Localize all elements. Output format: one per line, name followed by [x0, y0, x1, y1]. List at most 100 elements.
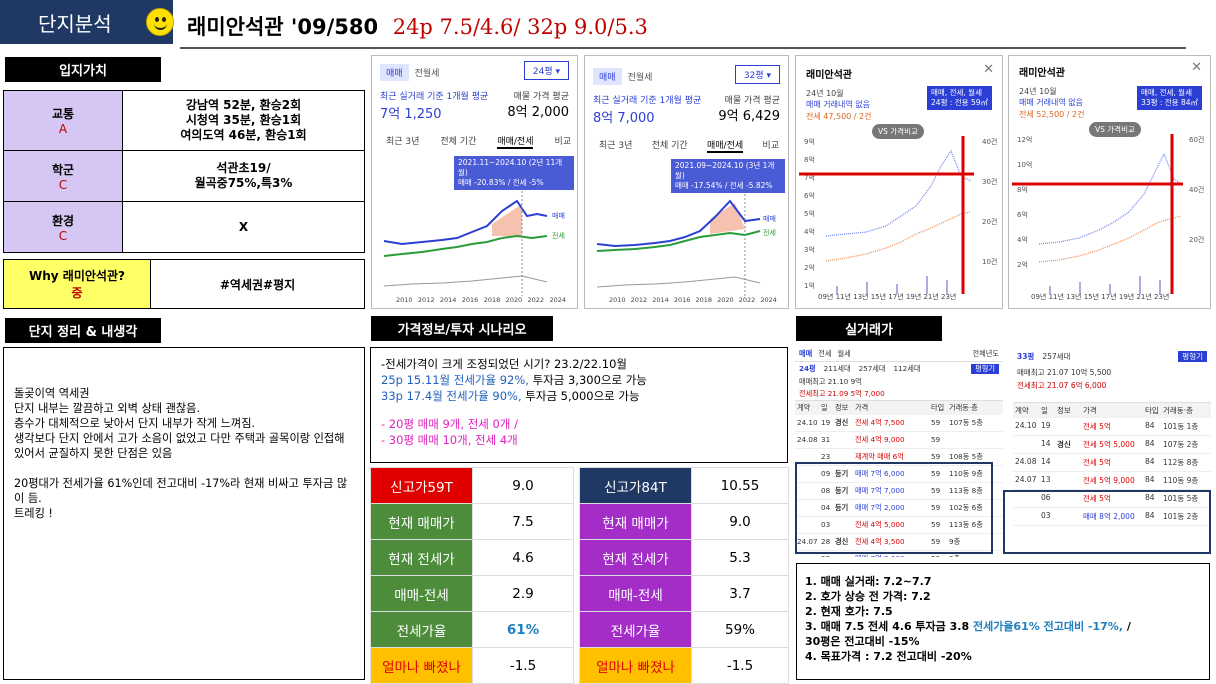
- table-row[interactable]: 24.10 19 전세 5억 84 101동 1층: [1013, 418, 1211, 436]
- table-row[interactable]: 24.07 28 경신 전세 4억 3,500 59 9층: [795, 534, 1003, 551]
- table-row[interactable]: 24.07 13 전세 5억 9,000 84 110동 9층: [1013, 472, 1211, 490]
- highlight-box-right: [1003, 490, 1211, 554]
- table-row[interactable]: 04 등기 매매 7억 2,000 59 102동 6층: [795, 500, 1003, 517]
- year-axis: 2010 2012 2014 2016 2018 2020 2022 2024: [609, 296, 777, 304]
- svg-text:전세: 전세: [552, 231, 565, 240]
- table-row[interactable]: 03 전세 4억 5,000 59 113동 6층: [795, 517, 1003, 534]
- trade-chart-24p: 래미안석관 ✕ 24년 10월 매매 거래내역 없음 전세 47,500 / 2…: [795, 55, 1003, 309]
- header-divider: [180, 47, 1186, 49]
- listing-label: 매물 가격 평균: [513, 92, 569, 102]
- table-row[interactable]: 03 매매 8억 2,000 84 101동 2층: [1013, 508, 1211, 526]
- transaction-list-33p: 33평 257세대 평형기 매매최고 21.07 10억 5,500 전세최고 21…: [1013, 347, 1211, 557]
- trade-scatter: 9억 8억 7억 6억 5억 4억 3억 2억 1억 40건 30건 20건 10건: [799, 136, 997, 294]
- table-row[interactable]: 06 전세 5억 84 101동 5층: [1013, 490, 1211, 508]
- listing-price: 9억 6,429: [718, 109, 780, 124]
- page-title: 래미안석관 '09/580 24p 7.5/4.6/ 32p 9.0/5.3: [187, 15, 648, 39]
- table-row[interactable]: 24.08 14 전세 5억 84 112동 8층: [1013, 454, 1211, 472]
- compare-button[interactable]: VS 가격비교: [872, 124, 924, 139]
- why-value: #역세권#평지: [219, 277, 296, 292]
- table-row[interactable]: 14 경신 전세 5억 5,000 84 107동 2층: [1013, 436, 1211, 454]
- svg-text:2억: 2억: [1017, 261, 1028, 269]
- svg-text:20건: 20건: [1189, 235, 1204, 244]
- environment-value: X: [122, 201, 365, 253]
- section-badge: 단지분석: [0, 0, 173, 44]
- x-axis-years: 09년 11년 13년 15년 17년 19년 21년 23년: [1031, 293, 1170, 301]
- svg-text:60건: 60건: [1189, 135, 1204, 144]
- location-table: 교통 A 강남역 52분, 환승2회 시청역 35분, 환승1회 여의도역 46분,…: [3, 90, 365, 253]
- table-row[interactable]: 08 등기 매매 7억 7,000 59 113동 8층: [795, 483, 1003, 500]
- avg-label: 최근 실거래 기준 1개월 평균: [380, 92, 489, 102]
- price-chart: 매매 전세: [383, 191, 565, 296]
- real-notes: 1. 매매 실거래: 7.2~7.7 2. 호가 상승 전 가격: 7.2 2.…: [796, 563, 1210, 680]
- label-transport: 교통 A: [3, 90, 123, 151]
- transaction-rows: 계약 일 정보 가격 타입 거래동·층 24.10 19 경신 전세 4억 7,500 59 107동…: [795, 400, 1003, 557]
- table-header: 계약 일 정보 가격 타입 거래동·층: [1013, 402, 1211, 418]
- svg-text:3억: 3억: [804, 246, 815, 254]
- svg-text:1억: 1억: [804, 282, 815, 290]
- table-row[interactable]: 09 등기 매매 7억 6,000 59 110동 9층: [795, 466, 1003, 483]
- svg-text:30건: 30건: [982, 177, 997, 186]
- size-select[interactable]: 32평 ▾: [734, 65, 780, 84]
- label-school: 학군 C: [3, 150, 123, 202]
- svg-text:2억: 2억: [804, 264, 815, 272]
- year-axis: 2010 2012 2014 2016 2018 2020 2022 2024: [396, 296, 566, 304]
- close-icon[interactable]: ✕: [1191, 60, 1202, 75]
- svg-text:5억: 5억: [804, 210, 815, 218]
- smiley-icon: [146, 8, 174, 36]
- chart-screenshot-32p: 매매 전월세 32평 ▾ 최근 실거래 기준 1개월 평균 매물 가격 평균 8억…: [584, 55, 789, 309]
- chart-screenshot-24p: 매매 전월세 24평 ▾ 최근 실거래 기준 1개월 평균 매물 가격 평균 7억…: [371, 55, 578, 309]
- summary-heading: 단지 정리 & 내생각: [5, 318, 161, 343]
- real-price-heading: 실거래가: [796, 316, 942, 341]
- svg-text:10억: 10억: [1017, 161, 1032, 169]
- tab-rent[interactable]: 전월세: [627, 73, 653, 83]
- svg-text:4억: 4억: [804, 228, 815, 236]
- change-callout: 2021.09~2024.10 (3년 1개월) 매매 -17.54% / 전세 …: [671, 159, 785, 193]
- summary-text: 돌곶이역 역세권 단지 내부는 깔끔하고 외벽 상태 괜찮음. 층수가 대체적으…: [3, 347, 365, 680]
- transaction-rows: 계약 일 정보 가격 타입 거래동·층 24.10 19 전세 5억 84 101동 1층 14 경신 전…: [1013, 402, 1211, 526]
- listing-price: 8억 2,000: [507, 105, 569, 120]
- table-row[interactable]: 23매매 7억 2,000592층: [795, 551, 1003, 557]
- change-callout: 2021.11~2024.10 (2년 11개월) 매매 -20.83% / 전세…: [454, 156, 574, 190]
- table-row[interactable]: 23 재계약 매매 6억 59 108동 5층: [795, 449, 1003, 466]
- complex-name: 래미안석관: [1019, 68, 1065, 79]
- table-row[interactable]: 24.08 31 전세 4억 9,000 59: [795, 432, 1003, 449]
- period-tabs: 최근 3년 전체 기간 매매/전세 비교: [386, 134, 571, 149]
- avg-price: 7억 1,250: [380, 107, 442, 122]
- scenario-box: -전세가격이 크게 조정되었던 시기? 23.2/22.10월 25p 15.1…: [370, 347, 788, 463]
- size-select[interactable]: 24평 ▾: [523, 61, 569, 80]
- tab-sale[interactable]: 매매: [380, 64, 409, 81]
- svg-text:8억: 8억: [804, 156, 815, 164]
- filter-tag[interactable]: 매매, 전세, 월세 33평 : 전용 84㎡: [1137, 86, 1202, 110]
- compare-button[interactable]: VS 가격비교: [1089, 122, 1141, 137]
- transaction-list-24p: 매매 전세 월세 전체년도 24평 211세대 257세대 112세대 평형기 매매최고 21…: [795, 347, 1003, 557]
- svg-text:전세: 전세: [763, 228, 776, 237]
- trade-chart-33p: 래미안석관 ✕ 24년 10월 매매 거래내역 없음 전세 52,500 / 2…: [1008, 55, 1211, 309]
- svg-text:40건: 40건: [982, 137, 997, 146]
- why-label: Why 래미안석관? 중: [4, 260, 151, 308]
- price-table-59: 신고가59T 9.0 현재 매매가 7.5 현재 전세가 4.6 매매-전세 2.9 전…: [370, 467, 574, 684]
- transport-value: 강남역 52분, 환승2회 시청역 35분, 환승1회 여의도역 46분, 환승…: [122, 90, 365, 151]
- svg-text:20건: 20건: [982, 217, 997, 226]
- tab-rent[interactable]: 전월세: [414, 69, 440, 79]
- svg-text:4억: 4억: [1017, 236, 1028, 244]
- svg-text:8억: 8억: [1017, 186, 1028, 194]
- svg-text:9억: 9억: [804, 138, 815, 146]
- trade-scatter: 12억 10억 8억 6억 4억 2억 60건 40건 20건: [1012, 134, 1204, 294]
- filter-tag[interactable]: 매매, 전세, 월세 24평 : 전용 59㎡: [927, 86, 992, 110]
- x-axis-years: 09년 11년 13년 15년 17년 19년 21년 23년: [818, 293, 957, 301]
- tab-sale[interactable]: 매매: [593, 68, 622, 85]
- avg-label: 최근 실거래 기준 1개월 평균: [593, 96, 702, 106]
- close-icon[interactable]: ✕: [983, 62, 994, 77]
- svg-text:40건: 40건: [1189, 185, 1204, 194]
- highlight-box-left: [795, 462, 993, 554]
- table-row[interactable]: 24.10 19 경신 전세 4억 7,500 59 107동 5층: [795, 415, 1003, 432]
- label-environment: 환경 C: [3, 201, 123, 253]
- svg-text:7억: 7억: [804, 174, 815, 182]
- why-row: Why 래미안석관? 중 #역세권#평지: [3, 259, 365, 309]
- complex-name: 래미안석관: [806, 70, 852, 81]
- svg-text:6억: 6억: [804, 192, 815, 200]
- scenario-heading: 가격정보/투자 시나리오: [371, 316, 553, 341]
- price-chart: 매매 전세: [596, 194, 776, 297]
- svg-text:6억: 6억: [1017, 211, 1028, 219]
- svg-text:12억: 12억: [1017, 136, 1032, 144]
